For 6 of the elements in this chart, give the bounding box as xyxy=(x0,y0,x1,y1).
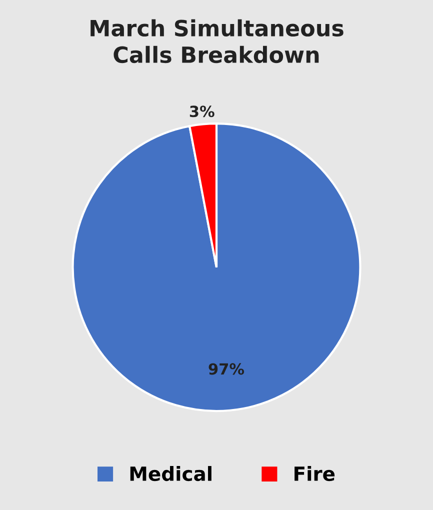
legend-label: Fire xyxy=(294,466,335,482)
data-label: 3% xyxy=(190,106,214,118)
chart-title: March Simultaneous Calls Breakdown xyxy=(90,19,344,64)
data-label: 97% xyxy=(208,363,244,375)
legend-label: Medical xyxy=(130,466,212,482)
pie-slice xyxy=(72,122,362,412)
